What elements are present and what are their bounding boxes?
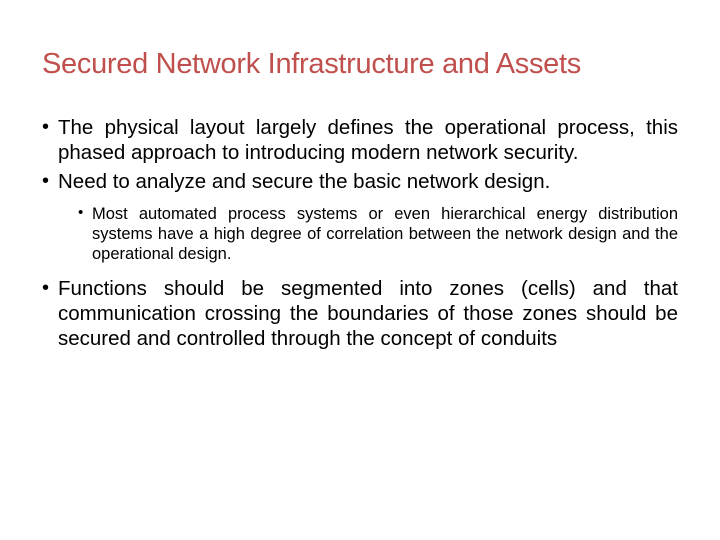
bullet-text: Need to analyze and secure the basic net…	[58, 170, 550, 193]
sub-bullet-list: Most automated process systems or even h…	[58, 204, 678, 264]
slide: Secured Network Infrastructure and Asset…	[0, 0, 720, 540]
bullet-item: The physical layout largely defines the …	[42, 115, 678, 165]
bullet-text: Functions should be segmented into zones…	[58, 277, 678, 350]
sub-bullet-text: Most automated process systems or even h…	[92, 205, 678, 263]
bullet-item: Need to analyze and secure the basic net…	[42, 169, 678, 264]
bullet-text: The physical layout largely defines the …	[58, 116, 678, 164]
bullet-item: Functions should be segmented into zones…	[42, 276, 678, 351]
bullet-list: The physical layout largely defines the …	[42, 115, 678, 351]
slide-title: Secured Network Infrastructure and Asset…	[42, 48, 678, 81]
sub-bullet-item: Most automated process systems or even h…	[78, 204, 678, 264]
